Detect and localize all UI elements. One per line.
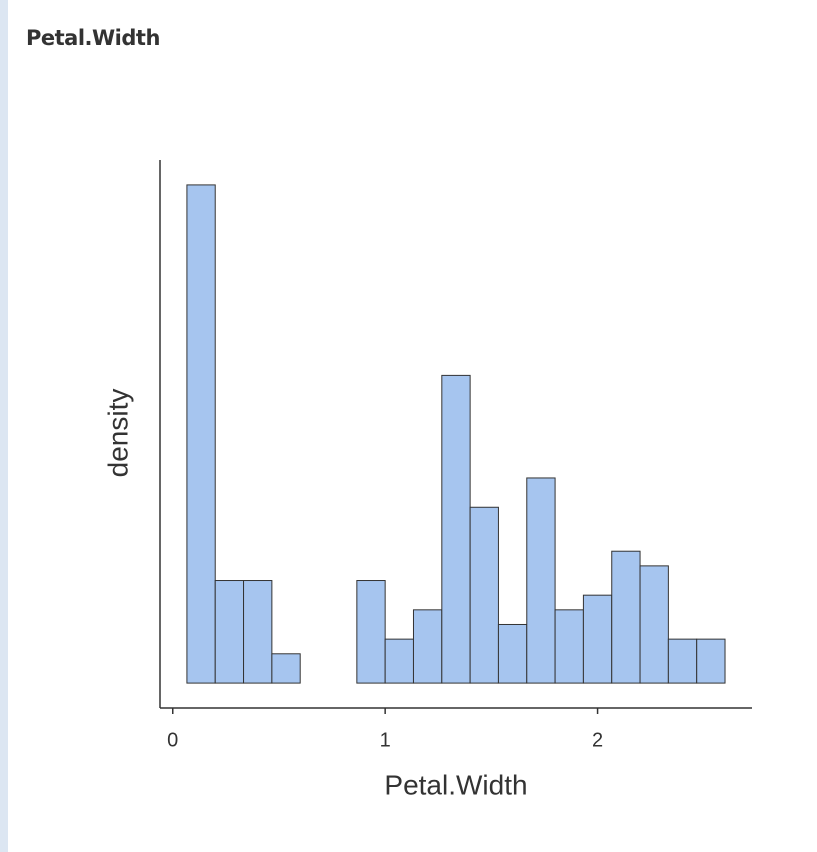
bar xyxy=(412,609,443,684)
bar xyxy=(611,550,641,684)
bar xyxy=(554,609,584,684)
x-axis-label: Petal.Width xyxy=(384,769,527,800)
side-strip xyxy=(0,0,8,852)
x-tick-label: 2 xyxy=(592,729,603,751)
y-axis-label: density xyxy=(102,389,133,478)
x-tick-label: 1 xyxy=(380,729,391,751)
bar xyxy=(469,506,499,684)
result-heading: Petal.Width xyxy=(26,26,160,50)
bar xyxy=(526,477,556,684)
bar xyxy=(582,594,613,684)
bar xyxy=(667,638,698,684)
bar xyxy=(384,638,414,684)
bar xyxy=(243,580,273,684)
bar xyxy=(639,565,669,684)
bar xyxy=(497,623,528,684)
bar xyxy=(696,638,726,684)
bar xyxy=(441,374,471,684)
bar xyxy=(186,184,216,684)
bar xyxy=(356,580,386,684)
bar xyxy=(214,580,245,684)
bar xyxy=(271,653,301,684)
x-tick-label: 0 xyxy=(167,729,178,751)
